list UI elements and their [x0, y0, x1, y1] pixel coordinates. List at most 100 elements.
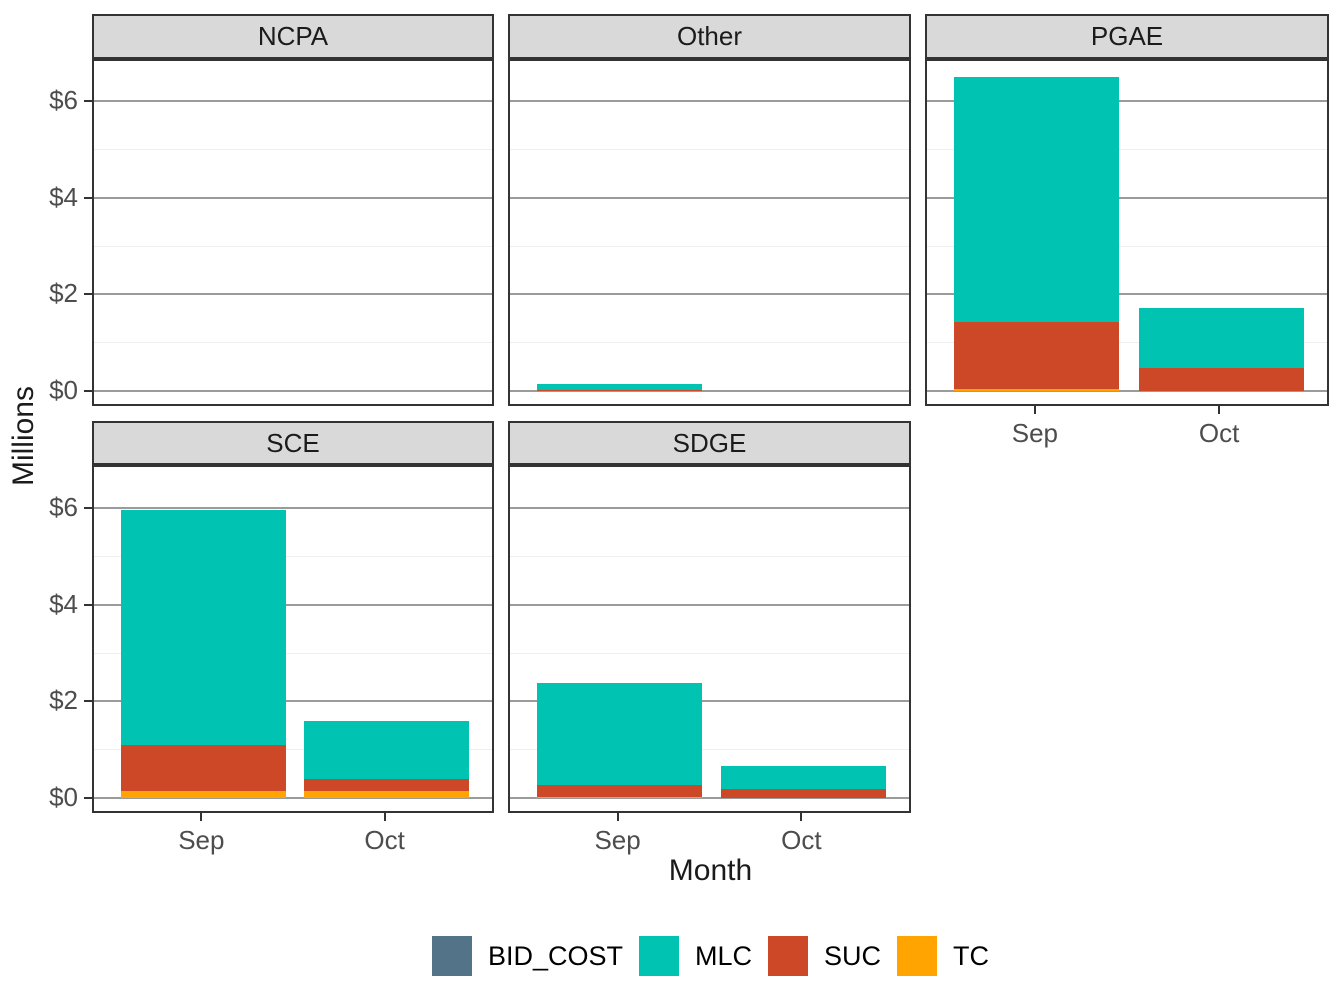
legend-swatch-tc [897, 936, 938, 976]
y-tick-6 [84, 100, 92, 103]
facet-strip: SCE [92, 421, 494, 465]
gridline-major [510, 507, 909, 510]
gridline-minor [927, 149, 1327, 150]
x-tick-oct [1218, 406, 1221, 414]
gridline-minor [94, 749, 492, 751]
x-tick-sep [1033, 406, 1036, 414]
y-tick-label-4: $4 [49, 588, 78, 619]
facet-strip: Other [508, 14, 911, 59]
bar-segment-pgae-sep-suc [954, 321, 1120, 390]
gridline-major [94, 603, 492, 606]
x-tick-label-sep: Sep [594, 825, 641, 855]
legend-item-bid_cost: BID_COST [431, 936, 623, 976]
facet-strip-label: SDGE [672, 427, 747, 458]
legend-item-suc: SUC [768, 936, 881, 976]
bar-segment-sdge-sep-tc [537, 797, 703, 798]
facet-strip: NCPA [92, 14, 494, 59]
bar-segment-sce-sep-tc [120, 790, 286, 798]
bar-segment-sdge-sep-suc [537, 785, 703, 798]
y-tick-label-0: $0 [49, 375, 78, 405]
bar-segment-sdge-oct-mlc [720, 766, 886, 790]
facet-strip-label: PGAE [1090, 21, 1164, 51]
gridline-minor [94, 245, 492, 247]
gridline-minor [927, 245, 1327, 247]
gridline-minor [510, 652, 909, 654]
x-tick-oct [800, 813, 803, 821]
bar-segment-pgae-oct-mlc [1138, 307, 1304, 369]
gridline-major [94, 196, 492, 199]
y-tick-2 [84, 293, 92, 296]
bar-segment-other-sep-mlc [537, 383, 703, 391]
gridline-major [510, 196, 909, 199]
facet-panel [508, 465, 911, 813]
gridline-major [510, 603, 909, 606]
gridline-major [927, 100, 1327, 103]
y-tick-label-6: $6 [49, 85, 78, 116]
y-tick-0 [84, 390, 92, 392]
legend-swatch-bid_cost [431, 936, 472, 976]
y-tick-0 [84, 797, 92, 799]
legend-label-mlc: MLC [695, 940, 753, 971]
legend-label-bid_cost: BID_COST [487, 940, 623, 971]
facet-panel [92, 59, 494, 406]
facet-strip-label: NCPA [257, 21, 329, 51]
facet-panel [92, 465, 494, 813]
gridline-major [927, 390, 1327, 392]
bar-segment-sdge-oct-suc [720, 789, 886, 798]
gridline-minor [94, 149, 492, 150]
bar-segment-sce-oct-mlc [304, 720, 470, 780]
gridline-minor [510, 556, 909, 557]
gridline-minor [510, 749, 909, 751]
bar-segment-pgae-sep-mlc [954, 77, 1120, 322]
x-tick-label-sep: Sep [178, 825, 225, 855]
y-tick-4 [84, 196, 92, 199]
y-tick-label-2: $2 [49, 685, 78, 716]
gridline-minor [927, 342, 1327, 344]
y-tick-6 [84, 507, 92, 510]
facet-ncpa: NCPA [92, 14, 494, 464]
bar-segment-sce-sep-suc [120, 744, 286, 791]
legend: BID_COST MLC SUC TC [92, 926, 1329, 986]
facet-other: Other [508, 14, 911, 464]
legend-swatch-suc [768, 936, 809, 976]
x-tick-label-oct: Oct [364, 825, 405, 855]
bar-segment-sce-sep-mlc [120, 510, 286, 745]
bar-segment-sdge-sep-mlc [537, 683, 703, 786]
legend-item-mlc: MLC [639, 936, 752, 976]
gridline-major [927, 196, 1327, 199]
gridline-major [94, 797, 492, 799]
x-axis-title: Month [668, 854, 753, 887]
gridline-major [94, 293, 492, 296]
gridline-major [510, 700, 909, 703]
gridline-major [94, 700, 492, 703]
y-tick-2 [84, 700, 92, 703]
x-tick-label-oct: Oct [1198, 418, 1240, 448]
y-tick-label-6: $6 [49, 492, 78, 523]
facet-panel [925, 59, 1329, 406]
facet-panel [508, 59, 911, 406]
x-tick-label-sep: Sep [1011, 418, 1058, 448]
y-tick-label-4: $4 [49, 181, 78, 212]
x-tick-label-oct: Oct [781, 825, 822, 855]
gridline-major [927, 293, 1327, 296]
x-tick-sep [616, 813, 619, 821]
facet-strip: PGAE [925, 14, 1329, 59]
gridline-minor [510, 245, 909, 247]
facet-pgae: PGAE Sep Oct [925, 14, 1329, 464]
facet-sdge: SDGE Sep Oct [508, 421, 911, 871]
x-tick-sep [200, 813, 203, 821]
gridline-minor [94, 652, 492, 654]
bar-segment-pgae-oct-suc [1138, 368, 1304, 391]
gridline-major [94, 100, 492, 103]
bar-segment-pgae-sep-tc [954, 389, 1120, 391]
gridline-major [94, 390, 492, 392]
gridline-minor [510, 149, 909, 150]
facet-strip-label: Other [676, 21, 743, 51]
gridline-major [510, 100, 909, 103]
gridline-minor [94, 342, 492, 344]
gridline-major [510, 797, 909, 799]
y-tick-4 [84, 603, 92, 606]
bar-segment-other-sep-suc [537, 390, 703, 391]
facet-strip-label: SCE [266, 427, 320, 458]
